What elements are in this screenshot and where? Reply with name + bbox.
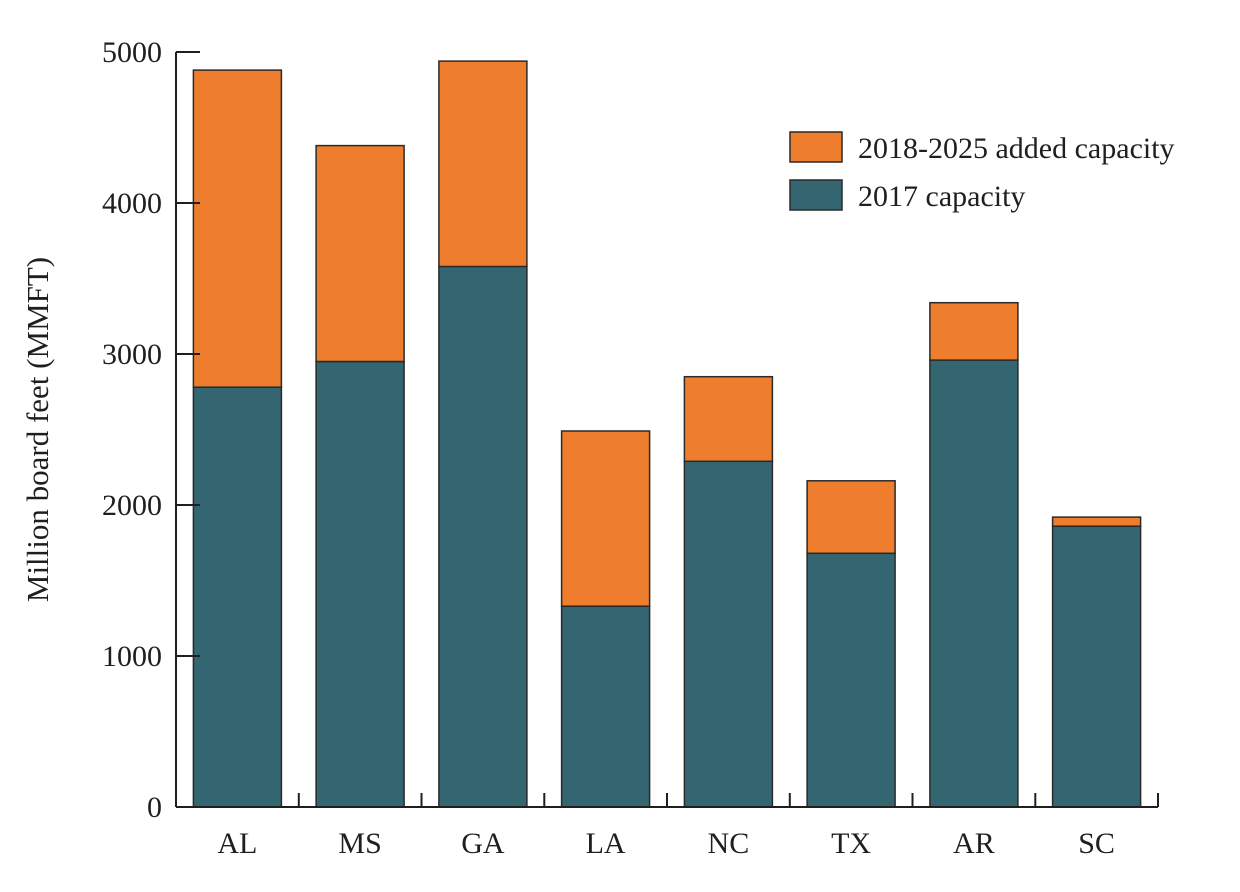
x-tick-label-ar: AR xyxy=(953,827,995,860)
x-tick-label-nc: NC xyxy=(708,827,750,860)
bar-tx-added-capacity xyxy=(806,480,896,555)
y-tick-label-1000: 1000 xyxy=(102,640,162,673)
bar-ms-2017-capacity xyxy=(315,360,405,808)
ticks-layer: AL MS GA LA NC TX AR SC 0 1000 2000 3000 4000 5000 xyxy=(102,36,1115,860)
bar-ar-added-capacity xyxy=(929,301,1019,361)
y-tick-label-5000: 5000 xyxy=(102,36,162,69)
y-tick-label-3000: 3000 xyxy=(102,338,162,371)
x-tick-label-al: AL xyxy=(217,827,257,860)
bar-sc-2017-capacity xyxy=(1051,525,1142,808)
legend-label-added-capacity: 2018-2025 added capacity xyxy=(858,132,1175,165)
y-tick-label-0: 0 xyxy=(147,791,162,824)
legend-swatch-2017-capacity xyxy=(789,179,843,211)
x-tick-label-tx: TX xyxy=(831,827,871,860)
bar-ms-added-capacity xyxy=(315,144,405,363)
y-tick-label-2000: 2000 xyxy=(102,489,162,522)
bar-al-2017-capacity xyxy=(192,386,283,808)
bar-ga-added-capacity xyxy=(438,60,528,268)
bars-layer xyxy=(192,60,1142,808)
bar-al-added-capacity xyxy=(192,69,283,388)
bar-la-added-capacity xyxy=(560,430,651,607)
bar-ga-2017-capacity xyxy=(438,265,528,808)
bar-sc-added-capacity xyxy=(1051,516,1142,527)
legend-label-2017-capacity: 2017 capacity xyxy=(858,180,1025,213)
x-tick-label-sc: SC xyxy=(1078,827,1115,860)
legend-swatch-added-capacity xyxy=(789,131,843,163)
legend: 2018-2025 added capacity 2017 capacity xyxy=(789,131,1175,213)
bar-nc-2017-capacity xyxy=(683,460,774,808)
axes-layer xyxy=(175,51,1159,808)
y-tick-label-4000: 4000 xyxy=(102,187,162,220)
x-tick-label-ms: MS xyxy=(338,827,381,860)
x-tick-label-ga: GA xyxy=(461,827,505,860)
bar-tx-2017-capacity xyxy=(806,552,896,808)
bar-nc-added-capacity xyxy=(683,375,774,463)
y-axis-title: Million board feet (MMFT) xyxy=(20,257,55,602)
bar-ar-2017-capacity xyxy=(929,359,1019,808)
bar-la-2017-capacity xyxy=(560,605,651,808)
x-tick-label-la: LA xyxy=(586,827,626,860)
